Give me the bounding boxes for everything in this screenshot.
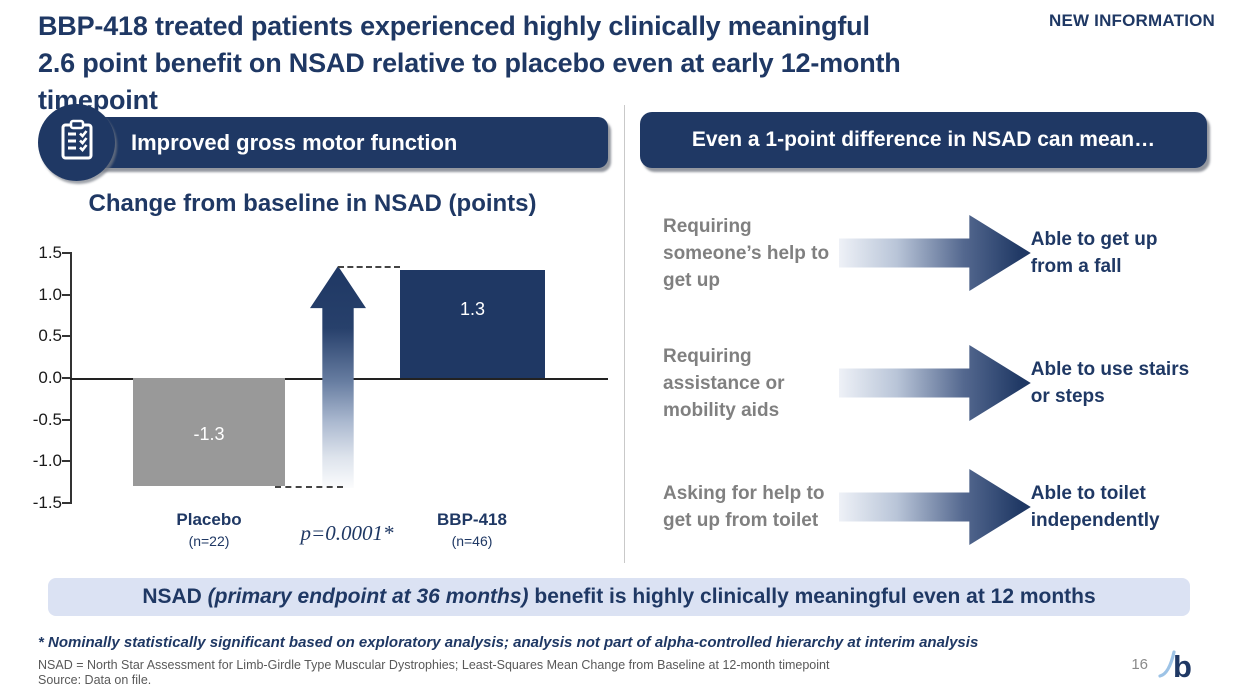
right-arrow-icon bbox=[838, 345, 1031, 421]
clipboard-icon-circle bbox=[38, 104, 115, 181]
benefit-row-from: Requiring assistance or mobility aids bbox=[663, 345, 785, 421]
badge-label: NEW INFORMATION bbox=[1048, 11, 1216, 30]
y-tick-label: -1.0 bbox=[32, 451, 62, 471]
right-arrow-icon bbox=[838, 469, 1031, 545]
p-value-annotation: p=0.0001* bbox=[300, 521, 394, 545]
bar-placebo bbox=[133, 378, 285, 487]
y-tick-mark bbox=[62, 377, 70, 379]
left-panel-header-label: Improved gross motor function bbox=[131, 129, 458, 155]
y-tick-label: -1.5 bbox=[32, 493, 62, 512]
clipboard-checklist-icon bbox=[54, 117, 100, 168]
nsad-chart: p=0.0001* 1.5 1.0 0.5 0.0 -0.5 -1.0 -1.5 -1.3 Pl… bbox=[20, 240, 615, 570]
page-number: 16 bbox=[1131, 656, 1148, 673]
left-panel-header: Improved gross motor function bbox=[75, 117, 608, 168]
benefit-row-from: Asking for help to get up from toilet bbox=[663, 483, 825, 531]
chart-title: Change from baseline in NSAD (points) bbox=[88, 190, 537, 217]
category-label: Placebo bbox=[176, 510, 242, 529]
footnote-definition: NSAD = North Star Assessment for Limb-Gi… bbox=[38, 658, 830, 672]
right-panel-header-label: Even a 1-point difference in NSAD can me… bbox=[691, 128, 1156, 151]
footnote-source: Source: Data on file. bbox=[38, 673, 152, 687]
benefit-row: Requiring someone’s help to get up Able … bbox=[663, 198, 1193, 308]
improvement-arrow bbox=[310, 266, 366, 488]
key-message-banner: NSAD (primary endpoint at 36 months) ben… bbox=[48, 578, 1190, 616]
y-tick-mark bbox=[62, 293, 70, 296]
banner-prefix: NSAD bbox=[142, 585, 208, 608]
dashed-line-bottom bbox=[275, 486, 343, 488]
bar-value-label: -1.3 bbox=[193, 424, 225, 445]
y-tick-mark bbox=[62, 252, 70, 254]
bar-bbp-418 bbox=[400, 269, 545, 378]
banner-italic: (primary endpoint at 36 months) bbox=[207, 585, 529, 608]
slide-title: BBP-418 treated patients experienced hig… bbox=[38, 8, 1018, 119]
y-tick-label: 1.0 bbox=[38, 284, 62, 304]
y-tick-mark bbox=[62, 418, 70, 421]
benefit-row-to: Able to get up from a fall bbox=[1030, 229, 1158, 277]
svg-text:b: b bbox=[1173, 649, 1192, 684]
slide-title-line1: BBP-418 treated patients experienced hig… bbox=[38, 11, 870, 41]
y-tick-label: -0.5 bbox=[32, 409, 62, 429]
category-n-label: (n=22) bbox=[188, 533, 230, 549]
y-tick-mark bbox=[62, 335, 70, 338]
y-tick-mark bbox=[62, 460, 70, 463]
right-panel-header: Even a 1-point difference in NSAD can me… bbox=[640, 112, 1207, 168]
footnote-asterisk: * Nominally statistically significant ba… bbox=[38, 634, 979, 651]
bridgebio-logo: b bbox=[1155, 644, 1201, 689]
benefit-row-from: Requiring someone’s help to get up bbox=[663, 215, 830, 291]
benefit-row: Asking for help to get up from toilet Ab… bbox=[663, 462, 1193, 552]
y-tick-label: 0.5 bbox=[38, 326, 62, 346]
y-tick-mark bbox=[62, 502, 70, 504]
category-n-label: (n=46) bbox=[451, 533, 493, 549]
y-tick-label: 1.5 bbox=[38, 243, 62, 262]
bar-value-label: 1.3 bbox=[459, 298, 486, 319]
dashed-line-top bbox=[338, 266, 400, 268]
benefit-row-to: Able to use stairs or steps bbox=[1030, 359, 1190, 407]
benefit-row: Requiring assistance or mobility aids Ab… bbox=[663, 328, 1193, 438]
category-label: BBP-418 bbox=[437, 510, 507, 529]
y-tick-label: 0.0 bbox=[38, 368, 62, 387]
banner-suffix: benefit is highly clinically meaningful … bbox=[528, 585, 1096, 608]
right-arrow-icon bbox=[838, 215, 1031, 291]
slide-title-line2: 2.6 point benefit on NSAD relative to pl… bbox=[38, 48, 901, 115]
benefit-row-to: Able to toilet independently bbox=[1030, 483, 1160, 531]
panel-divider bbox=[624, 105, 625, 563]
new-information-badge: NEW INFORMATION bbox=[1033, 6, 1231, 35]
